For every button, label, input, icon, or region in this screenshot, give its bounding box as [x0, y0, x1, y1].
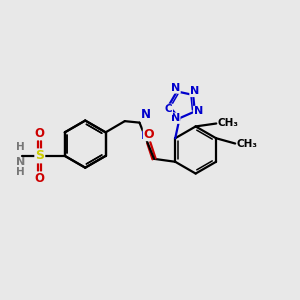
Text: O: O — [35, 127, 45, 140]
Text: N: N — [194, 106, 203, 116]
Text: O: O — [143, 128, 154, 141]
Text: N: N — [141, 108, 151, 121]
Text: H: H — [16, 167, 25, 177]
Text: H: H — [16, 142, 25, 152]
Text: C: C — [165, 104, 172, 114]
Text: CH₃: CH₃ — [237, 139, 258, 149]
Text: S: S — [35, 149, 44, 162]
Text: O: O — [35, 172, 45, 185]
Text: N: N — [16, 158, 25, 167]
Text: N: N — [190, 86, 199, 96]
Text: H: H — [141, 131, 150, 141]
Text: N: N — [171, 113, 180, 123]
Text: N: N — [171, 83, 180, 93]
Text: CH₃: CH₃ — [218, 118, 239, 128]
